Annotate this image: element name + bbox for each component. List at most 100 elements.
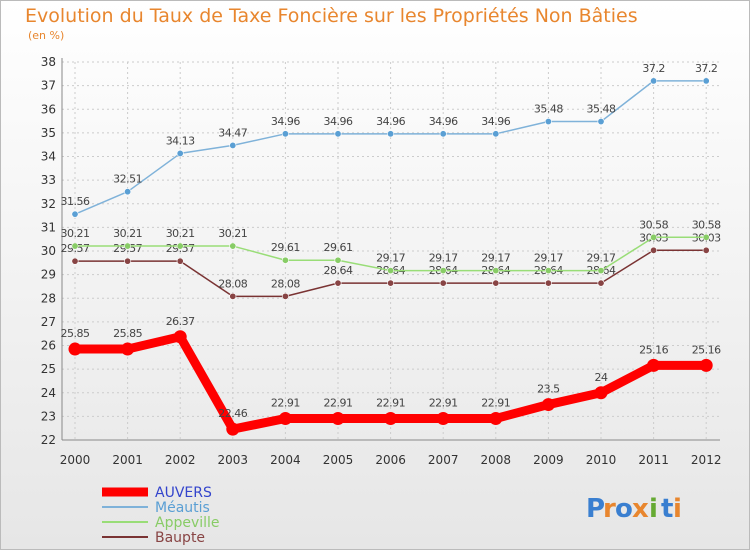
chart-subtitle: (en %) bbox=[28, 29, 64, 42]
data-point bbox=[176, 242, 184, 250]
data-point bbox=[387, 267, 395, 275]
brand-letter: o bbox=[615, 494, 633, 524]
brand-letter: x bbox=[632, 494, 649, 524]
y-tick-label: 37 bbox=[41, 79, 56, 93]
x-tick-label: 2011 bbox=[638, 453, 669, 467]
y-tick-label: 34 bbox=[41, 150, 56, 164]
data-label: 34.47 bbox=[218, 126, 247, 139]
data-point bbox=[489, 412, 503, 426]
data-point bbox=[650, 77, 658, 85]
data-label: 30.58 bbox=[692, 218, 721, 231]
data-label: 34.96 bbox=[324, 115, 353, 128]
brand-letter: i bbox=[649, 494, 658, 524]
data-point bbox=[281, 292, 289, 300]
legend-label: Appeville bbox=[155, 515, 220, 531]
brand-logo: Pr o x i t i bbox=[586, 494, 682, 524]
y-tick-label: 32 bbox=[41, 197, 56, 211]
x-tick-label: 2005 bbox=[323, 453, 354, 467]
y-tick-label: 25 bbox=[41, 362, 56, 376]
data-label: 25.85 bbox=[61, 327, 90, 340]
data-point bbox=[439, 267, 447, 275]
data-label: 30.21 bbox=[113, 227, 142, 240]
data-point bbox=[387, 130, 395, 138]
data-point bbox=[594, 386, 608, 400]
data-label: 22.91 bbox=[376, 397, 405, 410]
series-méautis: 31.56 32.51 34.13 34.47 34.96 34.96 34.96 34.96… bbox=[61, 62, 718, 218]
data-point bbox=[597, 118, 605, 126]
data-label: 34.96 bbox=[429, 115, 458, 128]
grid bbox=[62, 61, 720, 441]
data-point bbox=[384, 412, 398, 426]
data-label: 34.96 bbox=[376, 115, 405, 128]
data-point bbox=[597, 279, 605, 287]
data-label: 22.91 bbox=[324, 397, 353, 410]
data-point bbox=[281, 256, 289, 264]
y-tick-label: 30 bbox=[41, 244, 56, 258]
data-point bbox=[124, 242, 132, 250]
x-tick-label: 2001 bbox=[112, 453, 143, 467]
data-label: 30.21 bbox=[218, 227, 247, 240]
x-tick-label: 2010 bbox=[586, 453, 617, 467]
y-tick-label: 28 bbox=[41, 291, 56, 305]
data-point bbox=[597, 267, 605, 275]
data-point bbox=[71, 210, 79, 218]
data-point bbox=[71, 242, 79, 250]
data-label: 25.16 bbox=[692, 343, 721, 356]
data-point bbox=[492, 279, 500, 287]
data-label: 34.96 bbox=[271, 115, 300, 128]
y-tick-label: 23 bbox=[41, 409, 56, 423]
y-tick-label: 26 bbox=[41, 339, 56, 353]
x-tick-label: 2004 bbox=[270, 453, 301, 467]
axes: 22 23 24 25 26 27 28 29 30 31 32 33 34 35 36 37 38 2000 20… bbox=[41, 55, 722, 467]
data-point bbox=[229, 141, 237, 149]
data-point bbox=[699, 358, 713, 372]
data-label: 22.91 bbox=[429, 397, 458, 410]
x-tick-label: 2007 bbox=[428, 453, 459, 467]
data-label: 29.17 bbox=[429, 252, 458, 265]
data-label: 22.91 bbox=[481, 397, 510, 410]
data-label: 25.85 bbox=[113, 327, 142, 340]
data-label: 22.91 bbox=[271, 397, 300, 410]
data-label: 29.61 bbox=[324, 241, 353, 254]
x-tick-label: 2009 bbox=[533, 453, 564, 467]
data-point bbox=[439, 130, 447, 138]
data-point bbox=[702, 233, 710, 241]
data-label: 28.08 bbox=[218, 277, 247, 290]
series-auvers: 25.85 25.85 26.37 22.46 22.91 22.91 22.91 22.91… bbox=[61, 315, 722, 436]
y-tick-label: 24 bbox=[41, 386, 56, 400]
data-label: 26.37 bbox=[166, 315, 195, 328]
data-point bbox=[436, 412, 450, 426]
data-point bbox=[334, 130, 342, 138]
data-label: 30.21 bbox=[166, 227, 195, 240]
data-label: 29.17 bbox=[376, 252, 405, 265]
brand-letter: P bbox=[586, 494, 605, 524]
data-point bbox=[544, 267, 552, 275]
data-label: 34.96 bbox=[481, 115, 510, 128]
brand-letter: r bbox=[603, 494, 616, 524]
data-point bbox=[492, 130, 500, 138]
data-label: 31.56 bbox=[61, 195, 90, 208]
legend-item: AUVERS bbox=[102, 485, 212, 501]
data-label: 37.2 bbox=[642, 62, 665, 75]
chart-title: Evolution du Taux de Taxe Foncière sur l… bbox=[25, 5, 638, 27]
series-appeville: 30.21 30.21 30.21 30.21 29.61 29.61 29.17 29.17… bbox=[61, 218, 722, 275]
y-tick-label: 31 bbox=[41, 220, 56, 234]
legend-item: Appeville bbox=[102, 515, 220, 531]
data-point bbox=[124, 257, 132, 265]
y-tick-label: 22 bbox=[41, 433, 56, 447]
y-tick-label: 38 bbox=[41, 55, 56, 69]
data-point bbox=[176, 149, 184, 157]
data-point bbox=[71, 257, 79, 265]
legend-label: Méautis bbox=[155, 500, 210, 516]
data-label: 24 bbox=[595, 371, 608, 384]
series-layer: 29.5729.5729.5728.0828.0828.6428.6428.64… bbox=[61, 62, 722, 436]
brand-letter: t bbox=[661, 494, 673, 524]
data-point bbox=[387, 279, 395, 287]
data-point bbox=[124, 188, 132, 196]
data-label: 29.61 bbox=[271, 241, 300, 254]
data-point bbox=[121, 342, 135, 356]
y-tick-label: 29 bbox=[41, 268, 56, 282]
data-point bbox=[176, 257, 184, 265]
data-point bbox=[702, 246, 710, 254]
